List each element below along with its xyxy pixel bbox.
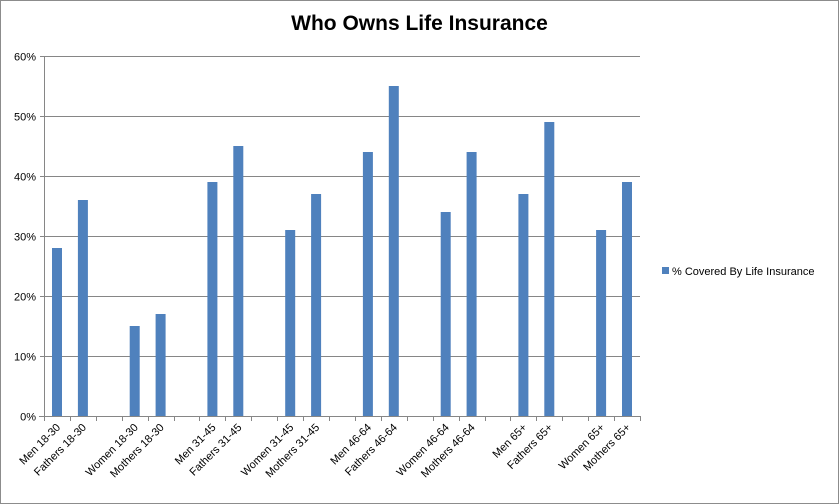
y-tick-label: 50% — [14, 112, 36, 124]
bar — [466, 152, 477, 416]
axes — [39, 56, 641, 421]
y-axis-tick-labels: 0% 10% 20% 30% 40% 50% 60% — [14, 52, 36, 424]
bar — [77, 200, 88, 416]
bars — [52, 86, 632, 416]
bar — [311, 194, 322, 416]
bar — [52, 248, 62, 416]
gridlines — [44, 56, 640, 357]
bar — [362, 152, 373, 416]
y-tick-label: 30% — [14, 232, 36, 244]
chart-title: Who Owns Life Insurance — [291, 12, 548, 35]
bar — [518, 194, 529, 416]
bar — [440, 212, 451, 416]
legend: % Covered By Life Insurance — [662, 266, 814, 278]
y-tick-label: 10% — [14, 352, 36, 364]
y-tick-label: 60% — [14, 52, 36, 64]
bar — [207, 182, 218, 416]
y-tick-label: 0% — [20, 412, 36, 424]
bar — [233, 146, 244, 416]
legend-label: % Covered By Life Insurance — [672, 266, 814, 278]
bar — [622, 182, 632, 416]
bar — [129, 326, 140, 416]
bar — [544, 122, 555, 416]
legend-swatch — [662, 267, 669, 274]
bar — [155, 314, 166, 416]
y-tick-label: 40% — [14, 172, 36, 184]
bar — [596, 230, 607, 416]
bar — [285, 230, 296, 416]
bar — [388, 86, 399, 416]
y-tick-label: 20% — [14, 292, 36, 304]
